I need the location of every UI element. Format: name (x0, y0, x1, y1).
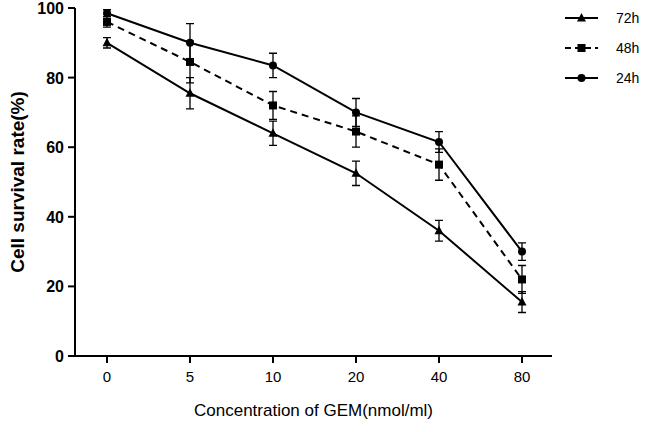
plot-area (103, 9, 527, 312)
x-tick-label: 5 (186, 368, 194, 385)
marker (352, 128, 360, 136)
marker (435, 138, 443, 146)
legend-marker (577, 13, 586, 22)
x-tick (272, 356, 274, 363)
error-bar (352, 161, 360, 185)
marker (518, 275, 526, 283)
y-axis (74, 8, 76, 356)
x-tick-label: 0 (103, 368, 111, 385)
error-bar (518, 266, 526, 294)
error-bar (269, 92, 277, 120)
error-bar (352, 98, 360, 126)
marker (435, 161, 443, 169)
legend-label: 72h (616, 10, 639, 26)
series (103, 17, 526, 294)
error-bar (518, 243, 526, 260)
x-tick (521, 356, 523, 363)
marker (186, 88, 195, 97)
y-tick-label: 80 (46, 70, 64, 87)
y-tick (68, 77, 75, 79)
x-tick (355, 356, 357, 363)
marker (103, 18, 111, 26)
series-line (107, 43, 522, 302)
marker (269, 101, 277, 109)
y-tick-label: 40 (46, 209, 64, 226)
y-tick (68, 146, 75, 148)
error-bar (186, 24, 194, 62)
legend-label: 48h (616, 40, 639, 56)
error-bar (269, 53, 277, 77)
error-bar (435, 149, 443, 180)
error-bar (435, 132, 443, 153)
marker (186, 39, 194, 47)
y-tick (68, 355, 75, 357)
chart: 0 20 40 60 80 100 0 5 10 20 40 80 Concentration of G… (0, 0, 650, 432)
series (103, 9, 526, 260)
y-axis-label: Cell survival rate(%) (7, 91, 28, 273)
x-tick (106, 356, 108, 363)
marker (352, 108, 360, 116)
error-bar (435, 220, 443, 241)
marker (518, 297, 527, 306)
y-tick (68, 216, 75, 218)
legend-marker (578, 74, 586, 82)
legend-label: 24h (616, 70, 639, 86)
marker (103, 38, 112, 47)
error-bar (518, 292, 526, 313)
error-bar (103, 17, 111, 27)
y-tick (68, 285, 75, 287)
x-axis-label: Concentration of GEM(nmol/ml) (194, 401, 433, 420)
marker (435, 226, 444, 235)
x-tick-label: 40 (431, 368, 448, 385)
legend: 72h 48h 24h (565, 10, 639, 86)
y-tick-label: 0 (55, 348, 64, 365)
marker (352, 168, 361, 177)
marker (269, 61, 277, 69)
marker (518, 248, 526, 256)
marker (269, 128, 278, 137)
error-bar (103, 38, 111, 48)
error-bar (269, 121, 277, 145)
y-tick-label: 100 (37, 0, 64, 17)
x-axis (75, 355, 552, 357)
marker (103, 9, 111, 17)
error-bar (103, 10, 111, 17)
x-tick (189, 356, 191, 363)
x-tick-label: 80 (514, 368, 531, 385)
legend-marker (578, 44, 586, 52)
y-tick-label: 60 (46, 139, 64, 156)
series-line (107, 13, 522, 251)
y-tick-label: 20 (46, 278, 64, 295)
x-tick-label: 20 (348, 368, 365, 385)
series-line (107, 22, 522, 280)
x-tick-label: 10 (265, 368, 282, 385)
x-tick (438, 356, 440, 363)
y-tick (68, 7, 75, 9)
